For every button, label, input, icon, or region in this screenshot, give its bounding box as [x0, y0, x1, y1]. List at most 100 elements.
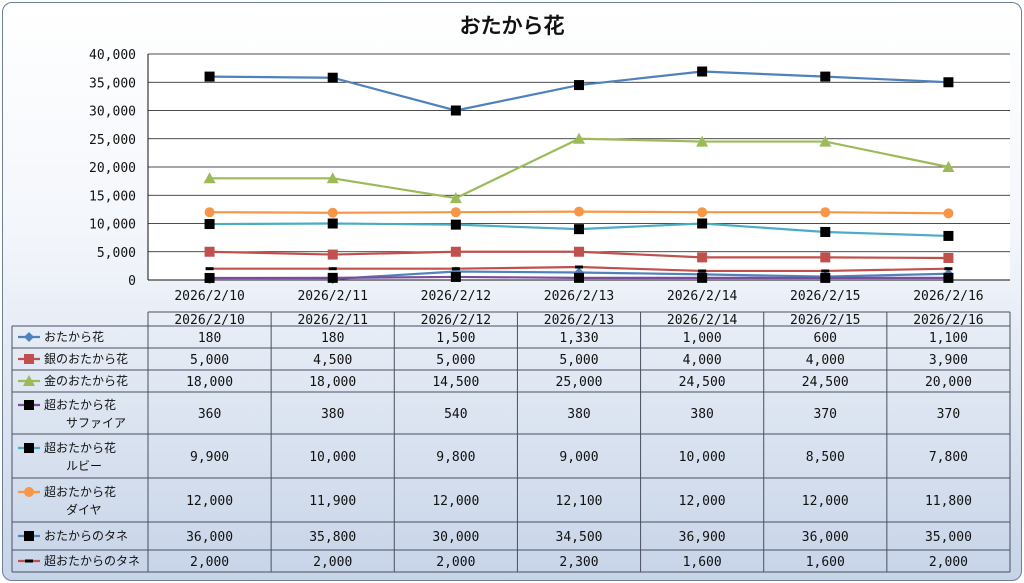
data-point	[204, 272, 215, 283]
x-tick-label: 2026/2/10	[174, 289, 244, 304]
table-cell: 10,000	[309, 450, 356, 465]
data-point	[327, 249, 338, 260]
table-cell: 2,000	[929, 555, 968, 570]
legend-key-marker	[24, 400, 34, 410]
series-label: 超おたからのタネ	[44, 553, 140, 568]
table-cell: 600	[814, 331, 837, 346]
y-tick-label: 20,000	[89, 161, 136, 176]
table-cell: 20,000	[925, 375, 972, 390]
table-cell: 370	[814, 407, 837, 422]
y-tick-label: 5,000	[97, 246, 136, 261]
table-cell: 540	[444, 407, 467, 422]
series-label: 超おたから花	[44, 397, 116, 412]
table-cell: 11,900	[309, 494, 356, 509]
data-point	[450, 246, 461, 257]
table-cell: 370	[937, 407, 960, 422]
data-point	[821, 269, 830, 273]
table-cell: 24,500	[679, 375, 726, 390]
series-label: サファイア	[66, 416, 126, 430]
table-cell: 36,000	[802, 530, 849, 545]
data-point	[697, 272, 708, 283]
x-tick-label: 2026/2/12	[421, 289, 491, 304]
data-point	[944, 267, 953, 271]
legend-key-marker	[24, 443, 34, 453]
data-point	[204, 207, 215, 218]
data-point	[697, 218, 708, 229]
data-point	[574, 224, 584, 235]
y-tick-label: 40,000	[89, 48, 136, 63]
table-cell: 4,500	[313, 353, 352, 368]
table-cell: 12,000	[432, 494, 479, 509]
series-label: 超おたから花	[44, 440, 116, 455]
data-point	[943, 208, 954, 219]
data-point	[451, 267, 460, 271]
y-tick-label: 15,000	[89, 189, 136, 204]
table-cell: 5,000	[436, 353, 475, 368]
data-point	[820, 207, 831, 218]
x-tick-label: 2026/2/13	[544, 289, 614, 304]
table-cell: 10,000	[679, 450, 726, 465]
data-point	[574, 272, 584, 283]
table-cell: 7,800	[929, 450, 968, 465]
series-label: 銀のおたから花	[44, 351, 128, 366]
legend-key-marker	[24, 354, 34, 364]
series-label: 超おたから花	[44, 484, 116, 499]
data-point	[203, 172, 216, 184]
table-cell: 380	[690, 407, 713, 422]
data-point	[943, 77, 954, 88]
x-tick-label: 2026/2/16	[913, 289, 983, 304]
table-cell: 1,500	[436, 331, 475, 346]
table-cell: 12,100	[556, 494, 603, 509]
data-point	[820, 252, 831, 263]
table-cell: 8,500	[806, 450, 845, 465]
y-tick-label: 10,000	[89, 218, 136, 233]
data-point	[450, 271, 461, 282]
table-cell: 380	[321, 407, 344, 422]
y-tick-label: 30,000	[89, 105, 136, 120]
data-point	[574, 206, 584, 217]
data-point	[204, 71, 215, 82]
table-cell: 35,800	[309, 530, 356, 545]
data-point	[204, 246, 215, 257]
table-cell: 9,800	[436, 450, 475, 465]
table-cell: 180	[321, 331, 344, 346]
table-cell: 5,000	[190, 353, 229, 368]
data-point	[696, 135, 709, 147]
x-tick-label: 2026/2/11	[297, 289, 367, 304]
data-point	[328, 267, 337, 271]
table-cell: 1,600	[683, 555, 722, 570]
table-header-cell: 2026/2/12	[421, 313, 491, 328]
data-point	[205, 267, 214, 271]
data-point	[697, 252, 708, 263]
y-tick-label: 25,000	[89, 133, 136, 148]
data-point	[327, 207, 338, 218]
table-cell: 2,000	[436, 555, 475, 570]
legend-key-marker	[24, 332, 34, 342]
table-cell: 24,500	[802, 375, 849, 390]
chart-title: おたから花	[459, 14, 565, 38]
data-point	[327, 218, 338, 229]
data-point	[327, 72, 338, 83]
data-point	[943, 252, 954, 263]
data-point	[327, 272, 338, 283]
table-cell: 25,000	[556, 375, 603, 390]
table-cell: 12,000	[186, 494, 233, 509]
data-point	[943, 230, 954, 241]
table-cell: 380	[567, 407, 590, 422]
data-point	[697, 207, 708, 218]
table-cell: 4,000	[806, 353, 845, 368]
table-cell: 36,900	[679, 530, 726, 545]
table-cell: 12,000	[802, 494, 849, 509]
data-point	[943, 272, 954, 283]
data-point	[450, 105, 461, 116]
table-header-cell: 2026/2/16	[913, 313, 983, 328]
table-cell: 2,000	[313, 555, 352, 570]
table-cell: 2,000	[190, 555, 229, 570]
data-point	[820, 226, 831, 237]
data-point	[450, 207, 461, 218]
data-point	[697, 66, 708, 77]
x-tick-label: 2026/2/14	[667, 289, 738, 304]
table-cell: 11,800	[925, 494, 972, 509]
data-point	[574, 246, 584, 257]
